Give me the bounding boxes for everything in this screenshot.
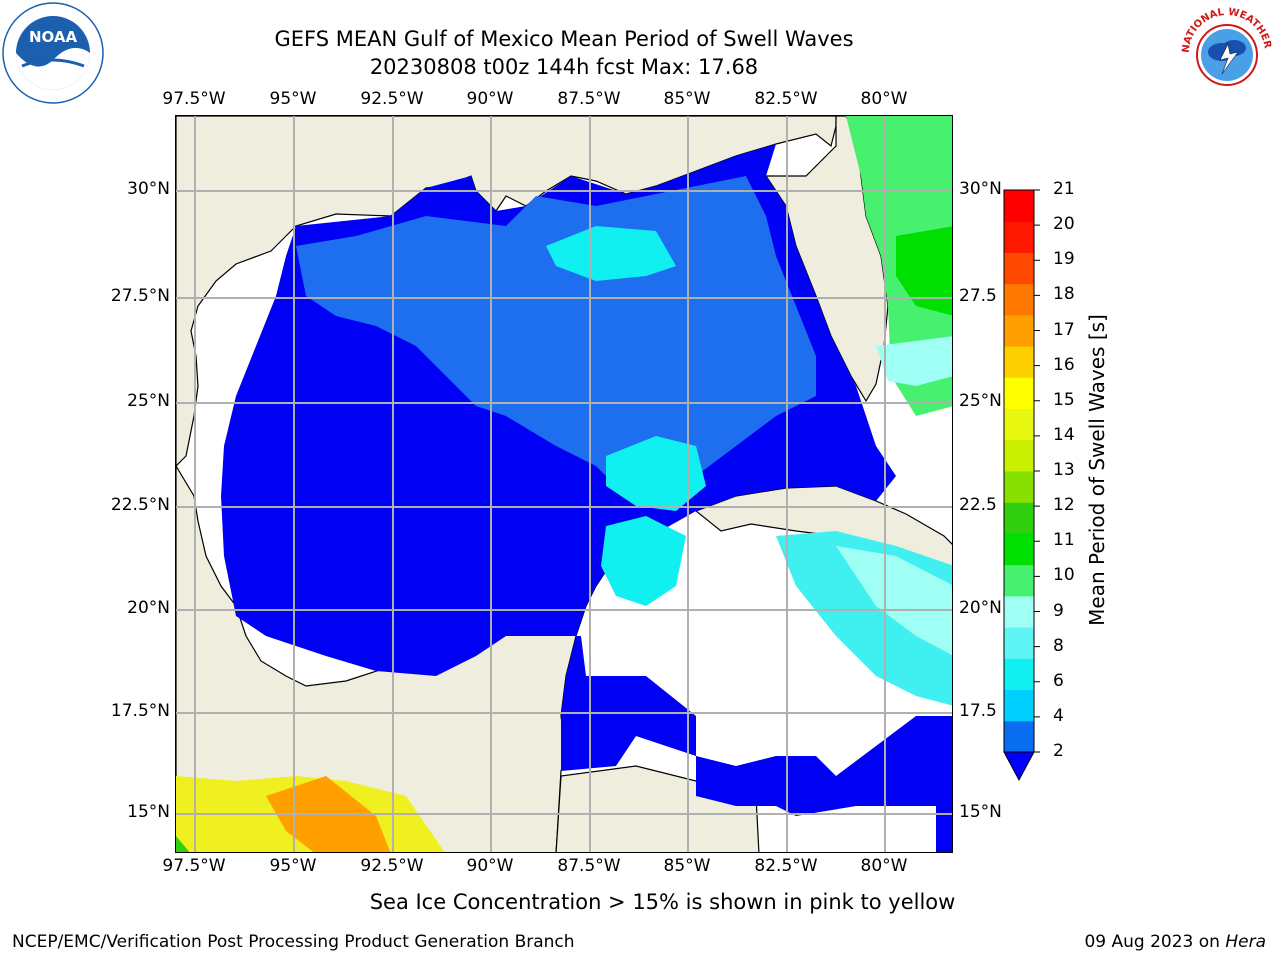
swell-atlantic-cyan (876, 336, 952, 386)
lat-tick-label: 15°N (127, 802, 170, 822)
chart-title: GEFS MEAN Gulf of Mexico Mean Period of … (274, 27, 854, 51)
lat-tick-label: 17.5°N (110, 701, 170, 721)
colorbar-tick-label: 9 (1053, 600, 1064, 621)
colorbar-extend-triangle (1003, 751, 1035, 782)
colorbar-tick-label: 12 (1053, 495, 1075, 516)
colorbar-tick-label: 11 (1053, 530, 1075, 551)
lon-tick-label: 87.5°W (557, 856, 621, 876)
footer-date: 09 Aug 2023 on Hera (1084, 932, 1266, 952)
footer-host: Hera (1225, 932, 1266, 952)
colorbar-tick-label: 13 (1053, 460, 1075, 480)
colorbar-segment (1004, 533, 1034, 566)
colorbar-tick-label: 19 (1053, 249, 1075, 270)
colorbar-tick-label: 15 (1053, 389, 1075, 410)
colorbar-segment (1004, 408, 1034, 441)
colorbar-segment (1004, 658, 1034, 691)
noaa-logo-text: NOAA (29, 28, 78, 46)
lon-tick-label: 97.5°W (162, 856, 226, 876)
swell-6s-yucatan (601, 516, 686, 606)
colorbar-tick-label: 4 (1053, 705, 1064, 726)
lon-tick-label: 82.5°W (754, 856, 818, 876)
lat-tick-label: 17.5 (959, 701, 997, 721)
colorbar-tick-label: 16 (1053, 354, 1075, 375)
lat-tick-label: 27.5 (959, 286, 997, 306)
lat-tick-label: 15°N (959, 802, 1002, 822)
lat-tick-label: 25°N (127, 391, 170, 411)
map-gridlines (176, 116, 952, 852)
colorbar-tick-label: 2 (1053, 741, 1064, 761)
colorbar-segment (1004, 221, 1034, 253)
sea-ice-caption: Sea Ice Concentration > 15% is shown in … (369, 890, 956, 914)
colorbar-segment (1004, 502, 1034, 534)
lat-tick-label: 30°N (959, 179, 1002, 199)
map-svg (176, 116, 952, 852)
lon-tick-label: 97.5°W (162, 89, 226, 109)
colorbar-tick-label: 17 (1053, 319, 1075, 340)
lon-tick-label: 80°W (860, 89, 908, 109)
swell-atlantic-deep-green (896, 226, 952, 316)
lon-tick-label: 92.5°W (360, 89, 424, 109)
lat-tick-label: 30°N (127, 179, 170, 199)
colorbar-segment (1004, 720, 1034, 753)
lon-tick-label: 90°W (466, 89, 514, 109)
colorbar-segment (1004, 190, 1034, 222)
colorbar-segment (1004, 595, 1034, 628)
lat-tick-label: 27.5°N (110, 286, 170, 306)
colorbar-segment (1004, 377, 1034, 410)
nws-logo: NATIONAL WEATHER SERVICE (1176, 2, 1276, 102)
swell-6s-central (606, 436, 706, 511)
colorbar-segment (1004, 564, 1034, 597)
map-panel (175, 115, 953, 853)
colorbar-segment (1004, 471, 1034, 503)
noaa-logo: NOAA (2, 2, 104, 104)
lon-tick-label: 85°W (663, 856, 711, 876)
lat-tick-label: 20°N (127, 598, 170, 618)
colorbar-tick-label: 6 (1053, 670, 1064, 691)
colorbar-segment (1004, 346, 1034, 378)
colorbar-tick-label: 20 (1053, 214, 1075, 235)
lat-tick-label: 20°N (959, 598, 1002, 618)
footer-date-text: 09 Aug 2023 on (1084, 932, 1226, 952)
chart-subtitle: 20230808 t00z 144h fcst Max: 17.68 (369, 55, 759, 79)
colorbar-segment (1004, 627, 1034, 659)
colorbar-segment (1004, 689, 1034, 722)
colorbar-tick-label: 21 (1053, 179, 1075, 199)
colorbar-title: Mean Period of Swell Waves [s] (1085, 314, 1109, 626)
colorbar-tick-label: 14 (1053, 424, 1075, 445)
colorbar-segment (1004, 283, 1034, 316)
lat-tick-label: 22.5°N (110, 495, 170, 515)
lon-tick-label: 87.5°W (557, 89, 621, 109)
swell-caribbean-light (836, 546, 952, 655)
lat-tick-label: 25°N (959, 391, 1002, 411)
lon-tick-label: 92.5°W (360, 856, 424, 876)
colorbar-tick-label: 10 (1053, 565, 1075, 586)
lat-tick-label: 22.5 (959, 495, 997, 515)
lon-tick-label: 82.5°W (754, 89, 818, 109)
colorbar-segment (1004, 252, 1034, 285)
lon-tick-label: 90°W (466, 856, 514, 876)
colorbar-segment (1004, 314, 1034, 347)
lon-tick-label: 85°W (663, 89, 711, 109)
lon-tick-label: 95°W (269, 89, 317, 109)
lon-tick-label: 95°W (269, 856, 317, 876)
colorbar-tick-label: 8 (1053, 635, 1064, 656)
colorbar-segment (1004, 439, 1034, 472)
footer-producer: NCEP/EMC/Verification Post Processing Pr… (12, 932, 575, 952)
swell-4s-band (296, 176, 816, 496)
colorbar-tick-label: 18 (1053, 284, 1075, 305)
swell-6s-north (546, 226, 676, 281)
colorbar (1003, 189, 1040, 782)
lon-tick-label: 80°W (860, 856, 908, 876)
